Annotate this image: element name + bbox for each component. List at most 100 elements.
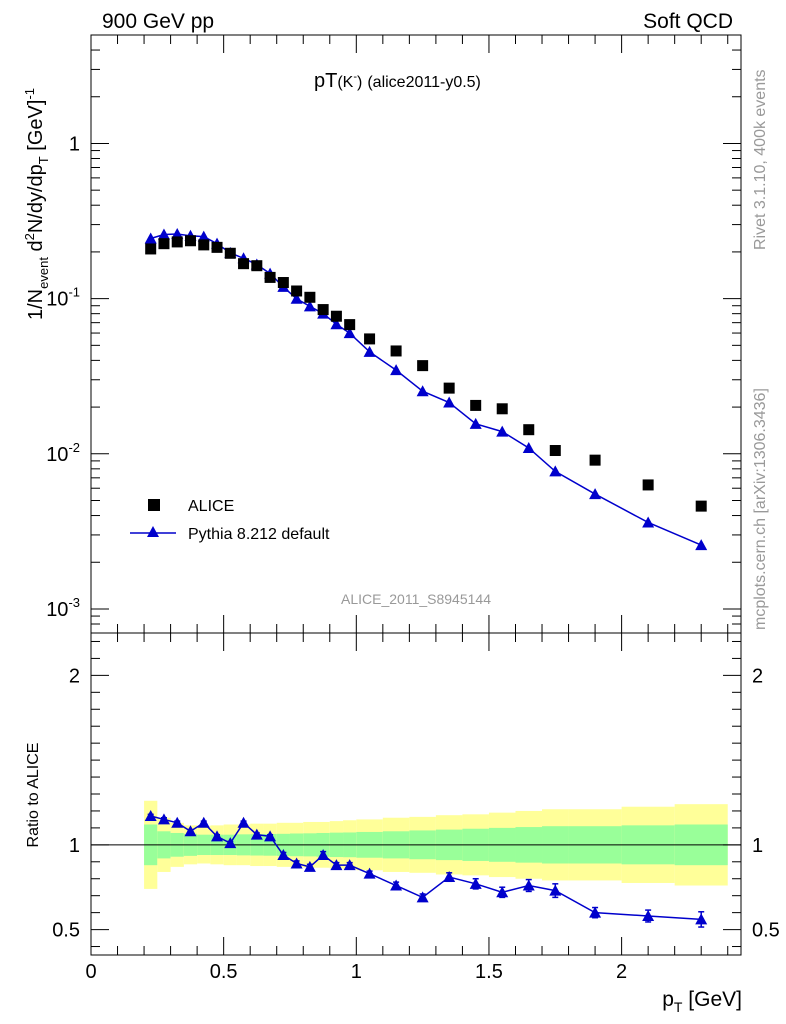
data-point [390, 345, 402, 357]
data-point [198, 239, 210, 251]
data-point [589, 454, 601, 466]
data-point [523, 424, 535, 436]
ratio-point [589, 906, 602, 918]
ratio-point [171, 816, 184, 828]
top-panel-frame [90, 34, 742, 634]
mc-point [144, 232, 157, 244]
xtick-label: 0.5 [210, 961, 238, 983]
mc-point [416, 385, 429, 397]
ratio-point [264, 830, 277, 842]
ratio-point [184, 825, 197, 837]
ratio-point [522, 879, 535, 891]
ratio-point [250, 828, 263, 840]
data-point [549, 445, 561, 457]
data-point [417, 360, 429, 372]
ratio-point [390, 879, 403, 891]
ratio-point [695, 913, 708, 925]
side-rivet-label: Rivet 3.1.10, 400k events [752, 69, 769, 250]
bottom-ytick-label-right: 0.5 [752, 920, 780, 942]
mc-point [290, 292, 303, 304]
legend: ALICE Pythia 8.212 default [130, 498, 330, 543]
ratio-point [237, 816, 250, 828]
top-ytick-label: 10-3 [46, 595, 80, 621]
top-ytick-label: 1 [69, 133, 80, 155]
data-point [158, 238, 170, 250]
data-point [264, 271, 276, 283]
header-process: 900 GeV pp [102, 10, 214, 33]
mc-point [390, 364, 403, 376]
bottom-ytick-label-left: 1 [69, 835, 80, 857]
top-ytick-label: 10-1 [46, 285, 80, 311]
legend-marker-mc [147, 526, 159, 537]
data-point [224, 247, 236, 259]
data-point [184, 235, 196, 247]
xtick-label: 0 [85, 961, 96, 983]
bottom-ytick-label-left: 2 [69, 665, 80, 687]
ratio-point [496, 886, 509, 898]
data-point [317, 304, 329, 316]
top-ticks [90, 34, 741, 634]
ratio-point [144, 810, 157, 822]
ratio-point [343, 859, 356, 871]
chart-title-particle: (K [337, 74, 353, 91]
bottom-tick-labels: 0.5 0.51 12 20 0.5 1 1.5 2 [52, 665, 780, 983]
mc-point [171, 227, 184, 239]
mc-point [343, 327, 356, 339]
mc-point [157, 228, 170, 240]
mc-series [144, 227, 708, 551]
chart-title-main: pT [314, 70, 337, 92]
ratio-point [197, 816, 210, 828]
chart-title-tag: (alice2011-y0.5) [367, 74, 481, 91]
data-point [251, 260, 263, 272]
ratio-point [443, 871, 456, 883]
xlabel: pT [GeV] [662, 988, 742, 1015]
top-ylabel: 1/Nevent d2N/dy/dpT [GeV]-1 [22, 88, 51, 320]
mc-point [522, 441, 535, 453]
data-point [642, 479, 654, 491]
data-point [291, 285, 303, 297]
ratio-point [224, 837, 237, 849]
ratio-point [363, 867, 376, 879]
side-mcplots-label: mcplots.cern.ch [arXiv:1306.3436] [752, 388, 769, 630]
chart-title: pT(K-) (alice2011-y0.5) [314, 70, 481, 92]
data-point [470, 399, 482, 411]
data-series [145, 235, 707, 512]
mc-point [443, 396, 456, 408]
data-point [304, 291, 316, 303]
top-ytick-label: 10-2 [46, 440, 80, 466]
chart-title-charge: - [353, 71, 357, 83]
ratio-point [277, 849, 290, 861]
legend-label-mc: Pythia 8.212 default [188, 526, 330, 543]
mc-point [469, 417, 482, 429]
mc-point [695, 539, 708, 551]
data-point [277, 277, 289, 289]
chart-title-close: ) [357, 74, 362, 91]
ratio-point [416, 891, 429, 903]
ratio-point [549, 884, 562, 896]
data-point [330, 310, 342, 322]
mc-point [496, 425, 509, 437]
data-point [364, 333, 376, 345]
analysis-watermark: ALICE_2011_S8945144 [341, 591, 491, 607]
bottom-panel: 0.5 0.51 12 20 0.5 1 1.5 2 Ratio to ALICE pT [G… [25, 632, 780, 1015]
bottom-ytick-label-right: 2 [752, 665, 763, 687]
data-point [211, 241, 223, 253]
top-ytick-labels: 1 10-1 10-2 10-3 [46, 133, 80, 621]
mc-point [197, 230, 210, 242]
bottom-ylabel: Ratio to ALICE [25, 743, 42, 848]
data-point [496, 403, 508, 415]
data-point [443, 382, 455, 394]
mc-point [589, 488, 602, 500]
data-point [171, 236, 183, 248]
xtick-label: 1.5 [475, 961, 503, 983]
mc-point [330, 318, 343, 330]
data-point [145, 243, 157, 255]
ratio-point [317, 849, 330, 861]
mc-point [642, 516, 655, 528]
xtick-label: 2 [616, 961, 627, 983]
top-panel: 1 10-1 10-2 10-3 pT(K-) (alice2011-y0.5) ALI… [22, 34, 742, 634]
mc-point [363, 345, 376, 357]
legend-marker-data [148, 499, 160, 511]
header-category: Soft QCD [643, 10, 733, 33]
